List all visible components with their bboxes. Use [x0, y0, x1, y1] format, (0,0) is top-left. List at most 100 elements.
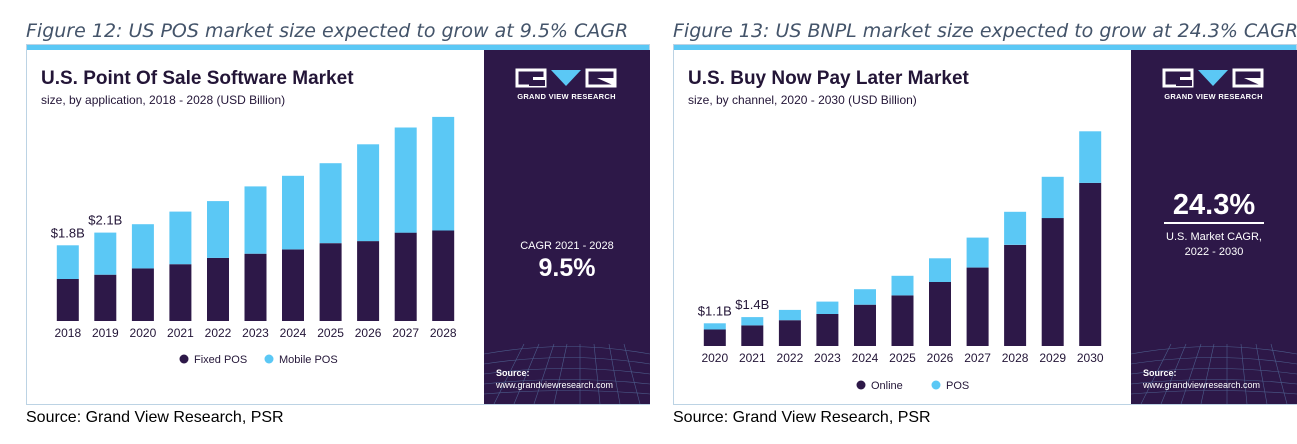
figure-13-panel: U.S. Buy Now Pay Later Market size, by c… [673, 44, 1297, 405]
bar-online-2025 [891, 295, 914, 346]
x-tick-label: 2022 [205, 326, 232, 340]
pos-market-chart: 2018 $1.8B 2019 $2.1B 2020 2021 2022 2023 2024 20… [51, 116, 457, 366]
x-tick-label: 2024 [852, 351, 879, 365]
data-label: $1.4B [735, 297, 769, 312]
legend-label: POS [946, 380, 969, 392]
side-panel: GRAND VIEW RESEARCH 24.3% U.S. Market CA… [1131, 50, 1297, 404]
x-tick-label: 2021 [739, 351, 766, 365]
cagr-caption: U.S. Market CAGR, [1166, 231, 1262, 243]
bar-fixed-pos-2027 [394, 232, 417, 321]
x-tick-label: 2029 [1039, 351, 1066, 365]
legend-label: Fixed POS [194, 354, 247, 366]
chart-area: U.S. Buy Now Pay Later Market size, by c… [674, 50, 1131, 404]
x-tick-label: 2020 [701, 351, 728, 365]
bar-pos-2027 [966, 237, 989, 268]
bar-pos-2022 [778, 309, 801, 321]
bar-online-2028 [1004, 244, 1027, 346]
bar-mobile-pos-2028 [432, 116, 455, 231]
grand-view-research-logo: GRAND VIEW RESEARCH [1156, 68, 1271, 108]
x-tick-label: 2025 [889, 351, 916, 365]
chart-area: U.S. Point Of Sale Software Market size,… [27, 50, 484, 404]
bar-fixed-pos-2025 [319, 243, 342, 321]
bar-mobile-pos-2020 [131, 224, 154, 269]
cagr-period: 2022 - 2030 [1184, 246, 1244, 258]
cagr-period: CAGR 2021 - 2028 [520, 240, 614, 252]
legend-marker [179, 354, 189, 364]
grid-decoration [484, 343, 650, 404]
x-tick-label: 2020 [130, 326, 157, 340]
bnpl-market-chart: 2020 $1.1B 2021 $1.4B 2022 2023 2024 2025 2026 20… [698, 131, 1104, 392]
x-tick-label: 2028 [430, 326, 457, 340]
bar-pos-2024 [854, 289, 876, 305]
x-tick-label: 2028 [1002, 351, 1029, 365]
legend-label: Online [871, 380, 903, 392]
bar-fixed-pos-2018 [56, 278, 79, 321]
bar-mobile-pos-2021 [169, 211, 192, 265]
panel-top-bar [674, 45, 1296, 50]
x-tick-label: 2021 [167, 326, 194, 340]
legend-marker [931, 380, 941, 390]
brand-name: GRAND VIEW RESEARCH [517, 92, 616, 101]
data-label: $1.1B [698, 303, 732, 318]
x-tick-label: 2023 [242, 326, 269, 340]
x-tick-label: 2027 [964, 351, 991, 365]
x-tick-label: 2030 [1077, 351, 1104, 365]
bar-online-2023 [816, 314, 839, 346]
bar-fixed-pos-2024 [282, 249, 304, 321]
side-panel: GRAND VIEW RESEARCH CAGR 2021 - 2028 9.5… [484, 50, 650, 404]
bar-fixed-pos-2019 [94, 274, 117, 321]
bar-mobile-pos-2018 [56, 245, 79, 279]
panel-top-bar [27, 45, 649, 50]
x-tick-label: 2027 [392, 326, 419, 340]
bar-online-2022 [778, 320, 801, 346]
bar-mobile-pos-2022 [207, 201, 229, 258]
legend-marker [264, 354, 274, 364]
bar-pos-2021 [741, 317, 764, 326]
x-tick-label: 2024 [280, 326, 307, 340]
x-tick-label: 2019 [92, 326, 119, 340]
chart-subtitle: size, by channel, 2020 - 2030 (USD Billi… [688, 93, 917, 107]
bar-mobile-pos-2027 [394, 127, 417, 233]
bar-online-2020 [703, 329, 726, 346]
bar-fixed-pos-2028 [432, 230, 455, 321]
bar-mobile-pos-2025 [319, 163, 342, 244]
cagr-value: 9.5% [538, 254, 596, 282]
grid-decoration [1131, 343, 1297, 404]
x-tick-label: 2022 [777, 351, 804, 365]
figure-13-source: Source: Grand View Research, PSR [673, 409, 931, 426]
divider [1164, 222, 1264, 224]
bar-pos-2025 [891, 275, 914, 296]
bar-pos-2023 [816, 301, 839, 314]
bar-mobile-pos-2024 [282, 175, 304, 250]
chart-title: U.S. Point Of Sale Software Market [41, 68, 354, 89]
bar-fixed-pos-2021 [169, 264, 192, 321]
side-source-url[interactable]: www.grandviewresearch.com [496, 380, 614, 390]
side-source-url[interactable]: www.grandviewresearch.com [1143, 380, 1261, 390]
chart-subtitle: size, by application, 2018 - 2028 (USD B… [41, 93, 286, 107]
data-label: $1.8B [51, 225, 85, 240]
bar-online-2026 [929, 282, 951, 346]
bar-pos-2026 [929, 258, 951, 282]
bar-pos-2028 [1004, 211, 1027, 245]
bar-pos-2020 [703, 323, 726, 330]
x-tick-label: 2018 [54, 326, 81, 340]
x-tick-label: 2026 [355, 326, 382, 340]
x-tick-label: 2026 [927, 351, 954, 365]
x-tick-label: 2023 [814, 351, 841, 365]
bar-pos-2029 [1041, 176, 1064, 219]
brand-name: GRAND VIEW RESEARCH [1164, 92, 1263, 101]
bar-mobile-pos-2026 [357, 144, 380, 242]
grand-view-research-logo: GRAND VIEW RESEARCH [509, 68, 624, 108]
legend-label: Mobile POS [279, 354, 338, 366]
figure-12-caption: Figure 12: US POS market size expected t… [26, 20, 629, 42]
bar-pos-2030 [1079, 131, 1102, 183]
legend-marker [856, 380, 866, 390]
chart-title: U.S. Buy Now Pay Later Market [688, 68, 969, 89]
bar-fixed-pos-2020 [131, 268, 154, 321]
bar-online-2029 [1041, 218, 1064, 346]
bar-fixed-pos-2026 [357, 241, 380, 321]
bar-fixed-pos-2023 [244, 253, 267, 321]
bar-online-2021 [741, 325, 764, 346]
data-label: $2.1B [88, 213, 122, 228]
bar-online-2024 [854, 304, 876, 346]
